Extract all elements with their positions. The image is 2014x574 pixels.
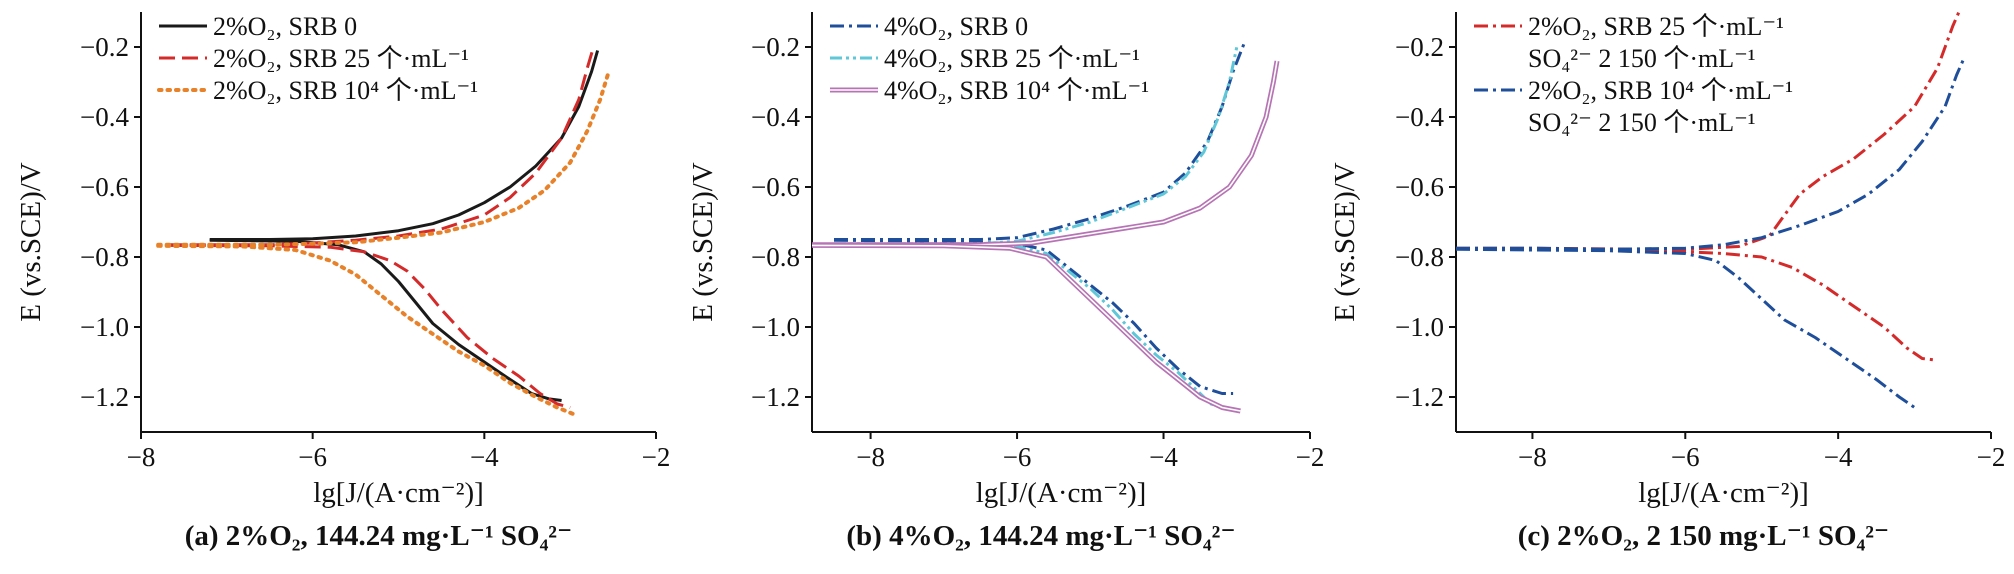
legend-label: 2%O₂, SRB 25 个·mL⁻¹ <box>213 44 469 73</box>
series-line-1-anodic <box>1456 56 1966 251</box>
y-tick-label: −1.2 <box>751 382 800 412</box>
legend-label: 4%O₂, SRB 10⁴ 个·mL⁻¹ <box>884 76 1149 105</box>
x-tick-label: −8 <box>1518 442 1547 472</box>
y-tick-label: −1.2 <box>1395 382 1444 412</box>
legend-label-line2: SO₄²⁻ 2 150 个·mL⁻¹ <box>1528 44 1756 73</box>
y-tick-label: −0.6 <box>751 172 800 202</box>
panel-caption: (a) 2%O₂, 144.24 mg·L⁻¹ SO₄²⁻ <box>185 520 573 552</box>
series-line-0-cathodic <box>209 238 562 402</box>
y-tick-label: −0.2 <box>751 32 800 62</box>
series-line-2-anodic <box>156 69 611 247</box>
x-axis-label: lg[J/(A·cm⁻²)] <box>313 477 484 509</box>
y-axis-label: E (vs.SCE)/V <box>1329 162 1361 322</box>
x-tick-label: −8 <box>127 442 156 472</box>
y-tick-label: −1.2 <box>80 382 129 412</box>
panel-caption: (b) 4%O₂, 144.24 mg·L⁻¹ SO₄²⁻ <box>846 520 1235 552</box>
y-axis-label: E (vs.SCE)/V <box>687 162 719 322</box>
series-line-0-anodic <box>1456 11 1961 251</box>
y-tick-label: −0.4 <box>80 102 129 132</box>
series-line-0-cathodic <box>1455 247 1938 362</box>
x-tick-label: −4 <box>470 442 499 472</box>
y-tick-label: −1.0 <box>751 312 800 342</box>
x-axis-label: lg[J/(A·cm⁻²)] <box>976 477 1147 509</box>
y-tick-label: −0.8 <box>80 242 129 272</box>
x-tick-label: −6 <box>1003 442 1032 472</box>
chart-panel-b: −8 −6 −4 −2 −0.2 −0.4 −0.6 −0.8 −1.0 −1.2 lg[J/(A·… <box>687 12 1324 552</box>
series-line-0-anodic <box>209 50 600 241</box>
x-tick-label: −4 <box>1824 442 1853 472</box>
x-tick-label: −4 <box>1149 442 1178 472</box>
legend-label: 4%O₂, SRB 25 个·mL⁻¹ <box>884 44 1140 73</box>
y-tick-label: −0.6 <box>80 172 129 202</box>
x-tick-label: −6 <box>298 442 327 472</box>
series-line-1-anodic <box>166 50 594 247</box>
legend-label: 2%O₂, SRB 10⁴ 个·mL⁻¹ <box>1528 76 1793 105</box>
y-tick-label: −0.8 <box>751 242 800 272</box>
series-line-1-cathodic <box>166 243 571 409</box>
legend-label: 2%O₂, SRB 0 <box>213 12 357 41</box>
x-axis-label: lg[J/(A·cm⁻²)] <box>1638 477 1809 509</box>
y-axis-label: E (vs.SCE)/V <box>15 162 47 322</box>
x-tick-label: −8 <box>856 442 885 472</box>
x-tick-label: −2 <box>1977 442 2006 472</box>
y-tick-label: −0.4 <box>751 102 800 132</box>
series-line-2-cathodic <box>156 243 577 417</box>
y-tick-label: −1.0 <box>80 312 129 342</box>
series-line-1-cathodic <box>833 242 1227 409</box>
legend-label-line2: SO₄²⁻ 2 150 个·mL⁻¹ <box>1528 108 1756 137</box>
y-tick-label: −0.2 <box>80 32 129 62</box>
series-line-2-cathodic <box>811 242 1241 414</box>
x-tick-label: −2 <box>642 442 671 472</box>
series-line-0-cathodic <box>833 238 1234 395</box>
series-line-1-cathodic <box>1455 247 1916 409</box>
y-tick-label: −0.8 <box>1395 242 1444 272</box>
chart-panel-a: −8 −6 −4 −2 −0.2 −0.4 −0.6 −0.8 −1.0 −1.2 lg[J/(A·… <box>15 12 670 552</box>
y-tick-label: −0.6 <box>1395 172 1444 202</box>
y-tick-label: −0.2 <box>1395 32 1444 62</box>
y-tick-label: −0.4 <box>1395 102 1444 132</box>
x-tick-label: −2 <box>1296 442 1325 472</box>
x-tick-label: −6 <box>1671 442 1700 472</box>
legend-label: 2%O₂, SRB 25 个·mL⁻¹ <box>1528 12 1784 41</box>
legend-label: 4%O₂, SRB 0 <box>884 12 1028 41</box>
series-line-2-cathodic-inner <box>811 244 1241 412</box>
legend-label: 2%O₂, SRB 10⁴ 个·mL⁻¹ <box>213 76 478 105</box>
chart-panel-c: −8 −6 −4 −2 −0.2 −0.4 −0.6 −0.8 −1.0 −1.2 lg[J/(A·… <box>1329 11 2006 552</box>
y-tick-label: −1.0 <box>1395 312 1444 342</box>
panel-caption: (c) 2%O₂, 2 150 mg·L⁻¹ SO₄²⁻ <box>1518 520 1890 552</box>
